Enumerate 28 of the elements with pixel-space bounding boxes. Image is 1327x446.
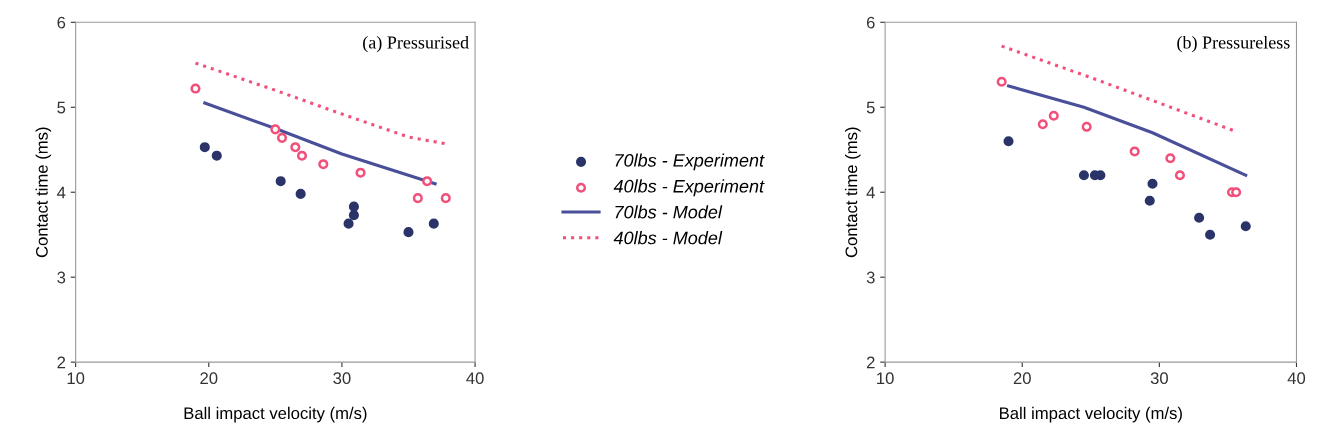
y-tick-label: 4 [57,186,66,199]
text: (b) Pressureless [1177,35,1290,53]
x-tick-label: 30 [1150,372,1168,385]
legend-label: 40lbs - Model [613,231,723,245]
y-tick-label: 5 [866,101,875,114]
legend-label: 70lbs - Experiment [615,153,765,171]
y-tick-label: 5 [57,101,66,114]
x-tick-label: 10 [877,372,894,385]
y-tick-label: 6 [57,16,66,29]
legend-label: 40lbs - Experiment [613,179,765,197]
y-tick-label: 6 [866,16,875,29]
y-tick-label: 4 [866,186,875,199]
y-tick-label: 2 [57,356,66,369]
legend-label: 70lbs - Model [615,205,723,219]
y-tick-label: 3 [57,271,66,284]
text: (a) Pressurised [363,35,469,53]
x-tick-label: 10 [67,372,85,385]
x-tick-label: 20 [200,372,218,385]
x-tick-label: 40 [466,372,484,385]
y-tick-label: 2 [866,356,875,369]
y-axis-title: Contact time (ms) [35,127,52,258]
y-axis-title: Contact time (ms) [845,127,861,258]
x-axis-title: Ball impact velocity (m/s) [1000,406,1182,423]
x-axis-title: Ball impact velocity (m/s) [184,406,367,423]
x-tick-label: 40 [1287,372,1306,385]
x-tick-label: 20 [1013,372,1031,385]
y-tick-label: 3 [866,271,875,284]
x-tick-label: 30 [333,372,351,385]
